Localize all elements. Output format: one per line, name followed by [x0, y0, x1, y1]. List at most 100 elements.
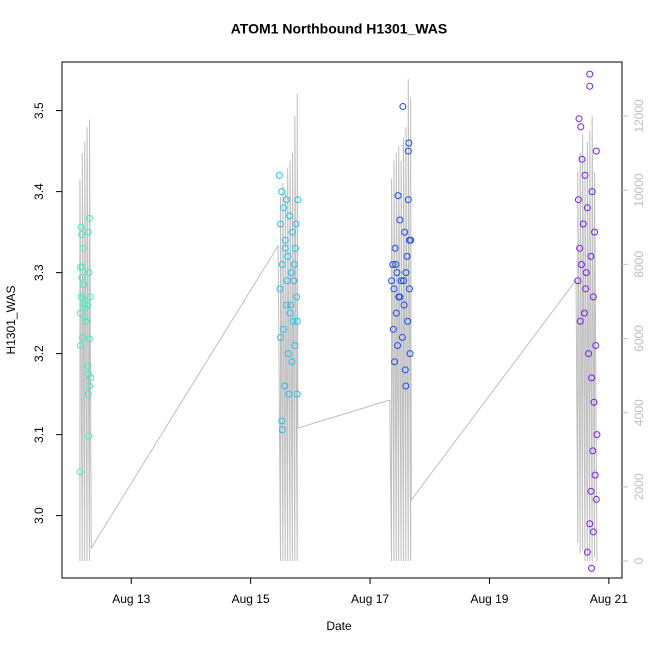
point: [77, 342, 85, 350]
point: [79, 281, 87, 289]
point: [277, 333, 285, 341]
point: [78, 263, 86, 271]
y-tick-label: 3.2: [32, 345, 46, 362]
point: [84, 301, 92, 309]
point: [585, 350, 593, 358]
point: [396, 293, 404, 301]
point: [289, 317, 297, 325]
point: [583, 548, 591, 556]
point: [276, 285, 284, 293]
point: [285, 212, 293, 220]
point: [277, 220, 285, 228]
y2-tick-label: 10000: [632, 173, 646, 207]
point: [291, 244, 299, 252]
point: [278, 261, 286, 269]
x-tick-label: Aug 15: [232, 592, 270, 606]
point: [577, 261, 585, 269]
point: [85, 214, 93, 222]
point: [77, 309, 85, 317]
point: [404, 196, 412, 204]
point: [287, 269, 295, 277]
point: [78, 333, 86, 341]
point: [87, 374, 95, 382]
y2-tick-label: 6000: [632, 325, 646, 352]
point: [293, 317, 301, 325]
point: [591, 471, 599, 479]
point: [287, 301, 295, 309]
point: [282, 196, 290, 204]
point: [79, 244, 87, 252]
point: [592, 495, 600, 503]
point: [282, 301, 290, 309]
y-tick-label: 3.4: [32, 183, 46, 200]
point: [278, 426, 286, 434]
point: [588, 564, 596, 572]
line-series: [79, 78, 598, 562]
point: [405, 236, 413, 244]
chart-title: ATOM1 Northbound H1301_WAS: [231, 21, 448, 37]
point: [85, 335, 93, 343]
x-axis-label: Date: [326, 619, 352, 633]
point: [581, 171, 589, 179]
point: [85, 432, 93, 440]
point: [592, 342, 600, 350]
point: [284, 350, 292, 358]
point: [392, 261, 400, 269]
point: [406, 350, 414, 358]
point: [391, 244, 399, 252]
point: [401, 228, 409, 236]
point: [85, 370, 93, 378]
y-tick-label: 3.3: [32, 264, 46, 281]
point: [81, 313, 89, 321]
point: [405, 139, 413, 147]
point: [279, 204, 287, 212]
point: [278, 188, 286, 196]
point: [398, 333, 406, 341]
point: [294, 196, 302, 204]
y-axis-label: H1301_WAS: [4, 286, 18, 355]
point: [286, 309, 294, 317]
point: [399, 277, 407, 285]
point: [591, 228, 599, 236]
point: [281, 236, 289, 244]
point: [587, 487, 595, 495]
point: [389, 261, 397, 269]
point: [285, 390, 293, 398]
y-tick-label: 3.0: [32, 507, 46, 524]
point: [587, 252, 595, 260]
point: [404, 147, 412, 155]
point: [583, 204, 591, 212]
point: [580, 309, 588, 317]
point: [388, 277, 396, 285]
point: [574, 277, 582, 285]
point: [586, 520, 594, 528]
x-tick-label: Aug 21: [590, 592, 628, 606]
point: [292, 220, 300, 228]
point: [78, 231, 86, 239]
point: [396, 216, 404, 224]
y2-tick-label: 4000: [632, 399, 646, 426]
point: [405, 285, 413, 293]
point: [78, 273, 86, 281]
y2-tick-label: 0: [632, 557, 646, 564]
point: [275, 171, 283, 179]
point: [390, 285, 398, 293]
point: [278, 417, 286, 425]
point: [590, 398, 598, 406]
point: [284, 252, 292, 260]
point: [82, 317, 90, 325]
point: [288, 358, 296, 366]
point: [402, 269, 410, 277]
point: [576, 244, 584, 252]
point: [76, 468, 84, 476]
y-tick-label: 3.1: [32, 426, 46, 443]
point: [589, 447, 597, 455]
point: [588, 188, 596, 196]
y2-tick-label: 8000: [632, 251, 646, 278]
point: [80, 301, 88, 309]
y2-tick-label: 12000: [632, 99, 646, 133]
point: [401, 366, 409, 374]
point: [589, 528, 597, 536]
point: [392, 309, 400, 317]
point: [582, 269, 590, 277]
